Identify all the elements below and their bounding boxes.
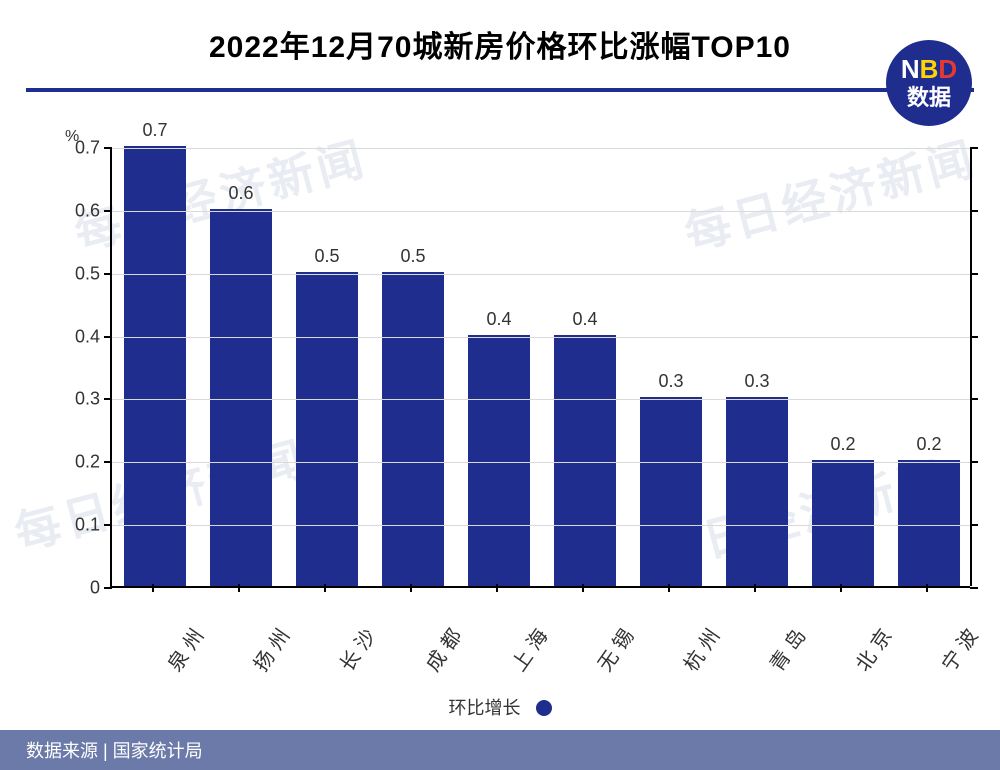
x-axis-label: 杭州 xyxy=(665,600,717,629)
gridline xyxy=(112,337,970,338)
y-tick-mark xyxy=(104,398,112,400)
y-tick-mark xyxy=(104,524,112,526)
logo-letter-n: N xyxy=(901,54,920,84)
x-tick-mark xyxy=(238,584,240,592)
x-axis-label: 北京 xyxy=(837,600,889,629)
legend: 环比增长 xyxy=(0,694,1000,720)
bar-value-label: 0.5 xyxy=(400,246,425,267)
bar-value-label: 0.2 xyxy=(830,434,855,455)
x-tick-mark xyxy=(754,584,756,592)
y-tick-mark xyxy=(104,587,112,589)
x-axis-label: 长沙 xyxy=(321,600,373,629)
bar: 0.2 xyxy=(898,460,960,586)
y-tick-mark xyxy=(104,210,112,212)
legend-label: 环比增长 xyxy=(448,698,520,718)
legend-marker-icon xyxy=(536,700,552,716)
gridline xyxy=(112,399,970,400)
nbd-logo-badge: NBD 数据 xyxy=(886,40,972,126)
y-tick-mark xyxy=(970,461,978,463)
logo-letter-d: D xyxy=(938,54,957,84)
y-tick-mark xyxy=(970,210,978,212)
bar: 0.6 xyxy=(210,209,272,586)
x-axis-label: 成都 xyxy=(407,600,459,629)
x-tick-mark xyxy=(582,584,584,592)
bar-value-label: 0.6 xyxy=(228,183,253,204)
x-axis-label: 无锡 xyxy=(579,600,631,629)
chart-title: 2022年12月70城新房价格环比涨幅TOP10 xyxy=(0,22,1000,66)
x-tick-mark xyxy=(152,584,154,592)
bar-value-label: 0.5 xyxy=(314,246,339,267)
title-underline xyxy=(26,88,974,92)
bar-value-label: 0.7 xyxy=(142,120,167,141)
x-tick-mark xyxy=(496,584,498,592)
x-axis-label: 青岛 xyxy=(751,600,803,629)
bar-chart: % 0.70.60.50.50.40.40.30.30.20.2 泉州扬州长沙成… xyxy=(55,130,965,675)
bar-value-label: 0.2 xyxy=(916,434,941,455)
y-tick-mark xyxy=(970,587,978,589)
y-tick-label: 0.4 xyxy=(50,326,100,347)
logo-line2: 数据 xyxy=(907,85,951,110)
logo-letter-b: B xyxy=(920,54,939,84)
y-tick-mark xyxy=(970,398,978,400)
y-tick-mark xyxy=(970,147,978,149)
x-tick-mark xyxy=(324,584,326,592)
x-tick-mark xyxy=(668,584,670,592)
y-tick-mark xyxy=(970,273,978,275)
y-tick-mark xyxy=(970,524,978,526)
y-tick-label: 0.1 xyxy=(50,515,100,536)
x-axis-label: 宁波 xyxy=(923,600,975,629)
bar-value-label: 0.3 xyxy=(744,371,769,392)
y-tick-label: 0.2 xyxy=(50,452,100,473)
y-tick-mark xyxy=(104,461,112,463)
y-tick-label: 0.6 xyxy=(50,200,100,221)
x-tick-mark xyxy=(926,584,928,592)
y-tick-label: 0 xyxy=(50,578,100,599)
source-band: 数据来源 | 国家统计局 xyxy=(0,730,1000,770)
header: 2022年12月70城新房价格环比涨幅TOP10 xyxy=(0,0,1000,76)
y-tick-mark xyxy=(104,273,112,275)
x-axis-label: 扬州 xyxy=(235,600,287,629)
x-tick-mark xyxy=(840,584,842,592)
gridline xyxy=(112,148,970,149)
x-tick-mark xyxy=(410,584,412,592)
bar: 0.3 xyxy=(640,397,702,586)
bar: 0.7 xyxy=(124,146,186,586)
gridline xyxy=(112,274,970,275)
bar-value-label: 0.4 xyxy=(572,309,597,330)
y-tick-mark xyxy=(104,336,112,338)
x-axis-label: 泉州 xyxy=(149,600,201,629)
bar: 0.5 xyxy=(296,272,358,586)
y-tick-label: 0.7 xyxy=(50,138,100,159)
y-tick-label: 0.5 xyxy=(50,263,100,284)
bar-value-label: 0.3 xyxy=(658,371,683,392)
y-tick-label: 0.3 xyxy=(50,389,100,410)
bar: 0.3 xyxy=(726,397,788,586)
gridline xyxy=(112,525,970,526)
gridline xyxy=(112,211,970,212)
bar: 0.4 xyxy=(468,335,530,586)
plot-area: 0.7 0.6 0.5 0.5 0.4 0.4 0.3 0.3 0.2 0.2 xyxy=(110,148,970,588)
logo-line1: NBD xyxy=(901,55,957,85)
bars-layer: 0.7 0.6 0.5 0.5 0.4 0.4 0.3 0.3 0.2 0.2 xyxy=(112,148,970,586)
bar-value-label: 0.4 xyxy=(486,309,511,330)
page-root: 2022年12月70城新房价格环比涨幅TOP10 NBD 数据 每日经济新闻 每… xyxy=(0,0,1000,770)
x-axis-labels: 泉州扬州长沙成都上海无锡杭州青岛北京宁波 xyxy=(110,592,970,682)
x-axis-label: 上海 xyxy=(493,600,545,629)
bar: 0.4 xyxy=(554,335,616,586)
bar: 0.2 xyxy=(812,460,874,586)
y-tick-mark xyxy=(104,147,112,149)
bar: 0.5 xyxy=(382,272,444,586)
gridline xyxy=(112,462,970,463)
source-text: 数据来源 | 国家统计局 xyxy=(26,737,203,763)
y-tick-mark xyxy=(970,336,978,338)
